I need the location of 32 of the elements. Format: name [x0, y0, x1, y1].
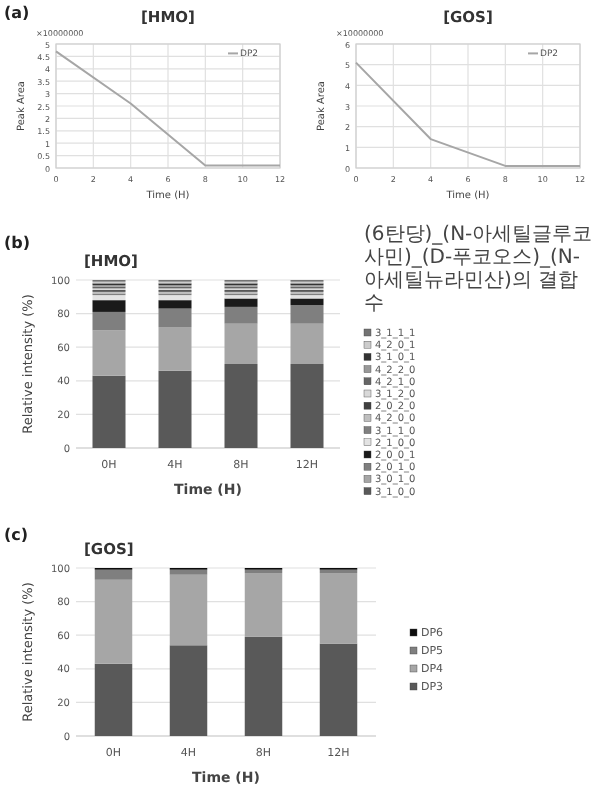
bar	[92, 330, 126, 376]
bar	[92, 295, 126, 301]
bar	[169, 569, 208, 575]
bar	[158, 308, 192, 328]
bar	[290, 323, 324, 364]
bar	[290, 298, 324, 306]
bar	[158, 327, 192, 371]
bar	[290, 305, 324, 324]
bar	[224, 298, 258, 307]
bar	[224, 364, 258, 448]
bar	[244, 636, 283, 736]
text: (a)	[4, 4, 30, 22]
bar	[94, 663, 133, 736]
bar	[158, 370, 192, 448]
bar	[224, 323, 258, 364]
bar	[319, 643, 358, 736]
text: (c)	[4, 526, 29, 544]
legend-title: (6탄당)_(N-아세틸글루코사민)_(D-푸코오스)_(N-아세틸뉴라민산)의 결합수	[364, 224, 593, 315]
bar	[319, 573, 358, 644]
bar	[224, 306, 258, 324]
bar	[92, 311, 126, 331]
bar	[158, 295, 192, 301]
bar	[169, 574, 208, 646]
bar	[244, 573, 283, 637]
bar	[94, 579, 133, 664]
bar	[92, 375, 126, 448]
bar	[290, 364, 324, 448]
bar	[158, 300, 192, 309]
bar	[92, 300, 126, 312]
text: (b)	[4, 234, 31, 252]
bar	[169, 645, 208, 736]
bar	[94, 569, 133, 580]
